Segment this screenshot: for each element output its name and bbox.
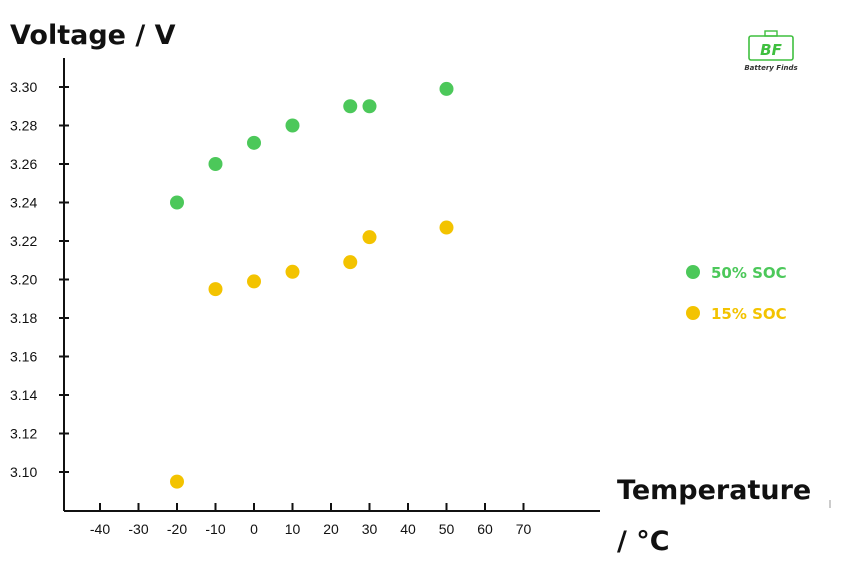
legend-marker-15-soc bbox=[686, 306, 700, 320]
y-tick-label: 3.26 bbox=[10, 156, 37, 172]
data-point-15-soc bbox=[170, 474, 184, 489]
y-tick-label: 3.28 bbox=[10, 118, 37, 134]
data-point-50-soc bbox=[285, 118, 300, 133]
x-tick-label: 10 bbox=[285, 521, 301, 537]
x-tick-label: -20 bbox=[167, 521, 187, 537]
legend-marker-50-soc bbox=[686, 265, 700, 279]
legend-label-15-soc: 15% SOC bbox=[711, 305, 787, 323]
x-axis-title: Temperature bbox=[617, 475, 811, 506]
x-tick-label: -40 bbox=[90, 521, 110, 537]
battery-finds-logo: BF Battery Finds bbox=[744, 30, 798, 72]
data-point-50-soc bbox=[439, 81, 454, 96]
data-point-15-soc bbox=[247, 274, 261, 289]
logo-initials: BF bbox=[760, 41, 782, 59]
x-tick-label: 70 bbox=[516, 521, 532, 537]
logo-brand-name: Battery Finds bbox=[744, 64, 797, 72]
y-tick-label: 3.20 bbox=[10, 272, 37, 288]
data-point-15-soc bbox=[343, 255, 358, 270]
y-tick-label: 3.14 bbox=[10, 387, 37, 403]
x-tick-label: -10 bbox=[205, 521, 225, 537]
data-point-15-soc bbox=[285, 264, 300, 279]
y-tick-label: 3.22 bbox=[10, 233, 37, 249]
x-tick-label: 20 bbox=[323, 521, 339, 537]
data-point-15-soc bbox=[208, 282, 223, 297]
y-axis-title: Voltage / V bbox=[10, 20, 176, 51]
x-tick-label: 40 bbox=[400, 521, 416, 537]
data-point-50-soc bbox=[170, 195, 184, 210]
y-tick-label: 3.12 bbox=[10, 426, 37, 442]
y-tick-label: 3.16 bbox=[10, 349, 37, 365]
x-tick-label: 0 bbox=[250, 521, 258, 537]
data-point-50-soc bbox=[343, 99, 358, 114]
x-ticks: -40 -30 -20 -10 0 10 20 30 40 50 60 70 bbox=[90, 503, 532, 537]
x-tick-label: 60 bbox=[477, 521, 493, 537]
y-tick-label: 3.30 bbox=[10, 79, 37, 95]
x-tick-label: 30 bbox=[362, 521, 378, 537]
y-tick-label: 3.24 bbox=[10, 195, 37, 211]
legend: 50% SOC 15% SOC bbox=[686, 264, 787, 323]
data-point-15-soc bbox=[439, 220, 454, 235]
logo-battery-cap bbox=[764, 30, 778, 37]
data-points bbox=[170, 81, 454, 489]
x-tick-label: 50 bbox=[439, 521, 455, 537]
y-ticks: 3.10 3.12 3.14 3.16 3.18 3.20 3.22 3.24 3.26 3.28… bbox=[10, 79, 69, 480]
legend-label-50-soc: 50% SOC bbox=[711, 264, 787, 282]
data-point-50-soc bbox=[362, 99, 377, 114]
data-point-50-soc bbox=[247, 135, 261, 150]
x-axis-unit: / °C bbox=[617, 526, 670, 557]
y-tick-label: 3.10 bbox=[10, 464, 37, 480]
data-point-50-soc bbox=[208, 157, 223, 171]
y-tick-label: 3.18 bbox=[10, 310, 37, 326]
x-tick-label: -30 bbox=[128, 521, 148, 537]
data-point-15-soc bbox=[362, 230, 377, 245]
